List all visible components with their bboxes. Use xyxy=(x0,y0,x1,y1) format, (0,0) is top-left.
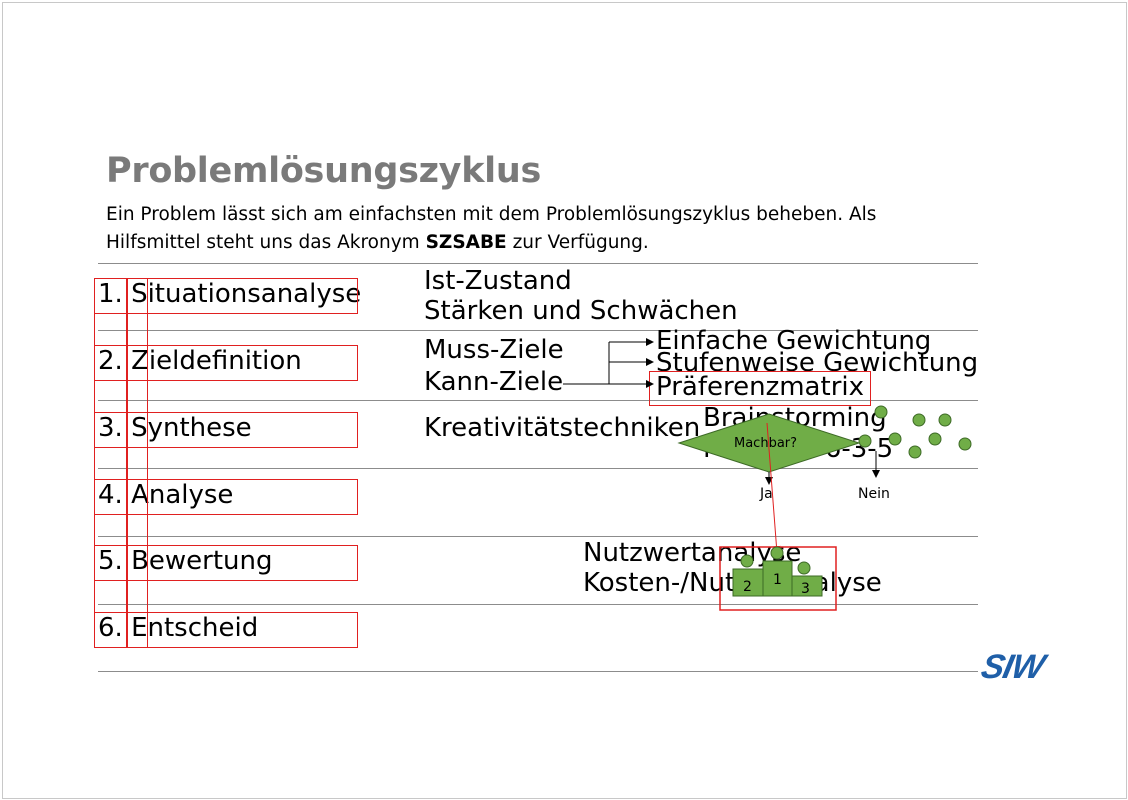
idea-dots-icon xyxy=(858,405,972,459)
row-divider xyxy=(98,536,978,537)
kosten-nutzenanalyse: Kosten-/Nutzenanalyse xyxy=(583,568,882,598)
podium-icon xyxy=(732,546,823,597)
intro-line-2-before: Hilfsmittel steht uns das Akronym xyxy=(106,232,426,253)
step-3: 3. Synthese xyxy=(98,413,252,443)
siw-logo: SIW xyxy=(978,648,1051,686)
method-stufenweise-gewichtung: Stufenweise Gewichtung xyxy=(656,348,979,378)
step-number: 2. xyxy=(98,346,123,376)
decision-question: Machbar? xyxy=(734,436,798,451)
step-label: Bewertung xyxy=(131,546,273,576)
diagram-graphics: SIW xyxy=(563,338,1051,686)
row-divider xyxy=(98,330,978,331)
acronym-column-box xyxy=(127,278,148,648)
intro-text: Ein Problem lässt sich am einfachsten mi… xyxy=(106,201,876,257)
row-divider xyxy=(98,400,978,401)
podium-third: 3 xyxy=(801,581,810,597)
row-divider xyxy=(98,263,978,264)
step-number: 6. xyxy=(98,613,123,643)
step-label: Synthese xyxy=(131,413,252,443)
siw-logo-text: SIW xyxy=(978,648,1051,686)
step-label: Situationsanalyse xyxy=(131,279,362,309)
podium-first: 1 xyxy=(773,572,782,588)
step-number: 4. xyxy=(98,480,123,510)
step-1: 1. Situationsanalyse xyxy=(98,279,361,309)
kreativitaetstechniken: Kreativitätstechniken xyxy=(424,413,701,443)
decision-no: Nein xyxy=(858,486,890,502)
acronym: SZSABE xyxy=(425,232,507,253)
acronym-column-box xyxy=(94,278,127,648)
method-praeferenzmatrix: Präferenzmatrix xyxy=(656,372,864,402)
kann-ziele: Kann-Ziele xyxy=(424,367,564,397)
step-number: 1. xyxy=(98,279,123,309)
step-label: Zieldefinition xyxy=(131,346,302,376)
step-5: 5. Bewertung xyxy=(98,546,273,576)
staerken-schwaechen: Stärken und Schwächen xyxy=(424,296,738,326)
step-label: Analyse xyxy=(131,480,234,510)
highlight-box xyxy=(649,371,871,406)
ziele-connector xyxy=(563,338,654,388)
step-6: 6. Entscheid xyxy=(98,613,258,643)
row-divider xyxy=(98,604,978,605)
step-2: 2. Zieldefinition xyxy=(98,346,302,376)
intro-line-1: Ein Problem lässt sich am einfachsten mi… xyxy=(106,204,877,225)
muss-ziele: Muss-Ziele xyxy=(424,335,564,365)
row-divider xyxy=(98,468,978,469)
step-number: 3. xyxy=(98,413,123,443)
step-label: Entscheid xyxy=(131,613,259,643)
intro-line-2: Hilfsmittel steht uns das Akronym SZSABE… xyxy=(106,229,876,257)
method-einfache-gewichtung: Einfache Gewichtung xyxy=(656,326,932,356)
ist-zustand: Ist-Zustand xyxy=(424,266,572,296)
intro-line-2-after: zur Verfügung. xyxy=(506,232,649,253)
podium-second: 2 xyxy=(743,579,752,595)
page-title: Problemlösungszyklus xyxy=(106,151,542,191)
step-4: 4. Analyse xyxy=(98,480,233,510)
decision-yes: Ja xyxy=(760,486,773,502)
selection-arrow xyxy=(766,422,781,554)
row-divider xyxy=(98,671,978,672)
step-number: 5. xyxy=(98,546,123,576)
